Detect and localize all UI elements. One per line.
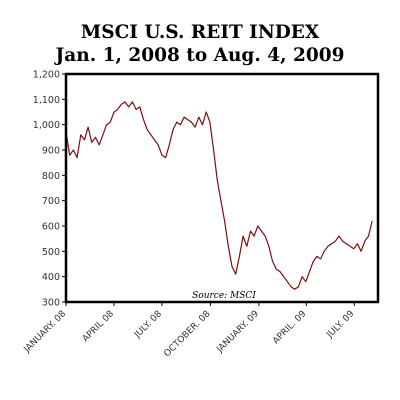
chart-title: MSCI U.S. REIT INDEX — [80, 22, 320, 43]
y-tick-label: 800 — [42, 171, 60, 182]
y-tick-label: 500 — [42, 247, 60, 258]
x-tick-label: JULY. 08 — [132, 309, 164, 341]
source-annotation: Source: MSCI — [192, 291, 256, 301]
x-tick-label: OCTOBER. 08 — [162, 309, 212, 359]
y-axis: 300 400 500 600 700 800 900 1,000 1,100 1,200 — [33, 70, 66, 309]
y-tick-label: 1,100 — [33, 95, 60, 106]
x-tick-label: APRIL. 09 — [271, 309, 308, 346]
y-tick-label: 600 — [42, 222, 60, 233]
chart-subtitle: Jan. 1, 2008 to Aug. 4, 2009 — [55, 45, 345, 66]
y-tick-label: 400 — [42, 272, 60, 283]
x-tick-label: APRIL 08 — [81, 309, 116, 344]
plot-frame — [64, 72, 380, 304]
y-tick-label: 700 — [42, 196, 60, 207]
y-tick-label: 1,200 — [33, 70, 60, 81]
x-tick-label: JULY. 09 — [325, 309, 357, 341]
y-tick-label: 300 — [42, 298, 60, 309]
x-tick-label: JANUARY. 08 — [22, 309, 69, 356]
x-tick-label: JANUARY. 09 — [215, 309, 262, 356]
y-tick-label: 900 — [42, 146, 60, 157]
series-line — [65, 101, 373, 290]
y-tick-label: 1,000 — [33, 120, 60, 131]
